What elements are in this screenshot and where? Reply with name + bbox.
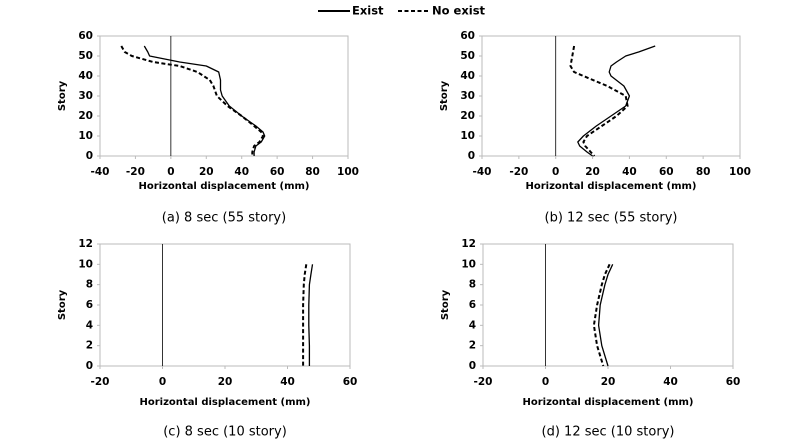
x-tick-label: 0 <box>167 166 174 178</box>
x-tick-label: -40 <box>473 166 492 178</box>
y-tick-label: 0 <box>468 150 475 162</box>
y-tick-label: 6 <box>469 299 476 311</box>
x-tick-label: 40 <box>622 166 637 178</box>
x-tick-label: -20 <box>91 376 110 388</box>
y-axis-label: Story <box>57 289 68 320</box>
y-tick-label: 10 <box>78 130 93 142</box>
y-tick-label: 6 <box>86 299 93 311</box>
x-axis-label: Horizontal displacement (mm) <box>139 181 310 192</box>
legend-label: No exist <box>432 4 486 18</box>
x-axis-label: Horizontal displacement (mm) <box>526 181 697 192</box>
plot-frame <box>99 35 349 157</box>
x-tick-label: 20 <box>585 166 600 178</box>
plot-frame <box>482 243 734 367</box>
x-tick-label: 20 <box>199 166 214 178</box>
series-line <box>577 45 656 157</box>
y-tick-label: 4 <box>469 319 476 331</box>
y-tick-label: 10 <box>460 130 475 142</box>
x-tick-label: 20 <box>601 376 616 388</box>
y-tick-label: 50 <box>78 50 93 62</box>
y-tick-label: 30 <box>78 90 93 102</box>
y-tick-label: 0 <box>469 360 476 372</box>
y-tick-label: 0 <box>86 150 93 162</box>
y-tick-label: 20 <box>78 110 93 122</box>
x-axis-label: Horizontal displacement (mm) <box>140 397 311 408</box>
y-tick-label: 8 <box>469 279 476 291</box>
y-axis-label: Story <box>440 289 451 320</box>
x-tick-label: -20 <box>474 376 493 388</box>
x-tick-label: 40 <box>234 166 249 178</box>
y-tick-label: 10 <box>461 258 476 270</box>
caption: (d) 12 sec (10 story) <box>542 425 675 440</box>
x-tick-label: 40 <box>663 376 678 388</box>
x-tick-label: 60 <box>659 166 674 178</box>
y-tick-label: 12 <box>78 238 93 250</box>
y-tick-label: 30 <box>460 90 475 102</box>
y-tick-label: 2 <box>86 340 93 352</box>
series-line <box>143 45 266 156</box>
series-line <box>592 263 611 367</box>
x-tick-label: 0 <box>159 376 166 388</box>
plot-frame <box>481 35 741 157</box>
x-tick-label: 0 <box>552 166 559 178</box>
x-tick-label: 40 <box>280 376 295 388</box>
y-axis-label: Story <box>57 80 68 111</box>
x-tick-label: -40 <box>91 166 110 178</box>
x-tick-label: -20 <box>509 166 528 178</box>
caption: (c) 8 sec (10 story) <box>163 425 287 440</box>
series-line <box>302 264 308 366</box>
y-tick-label: 40 <box>460 70 475 82</box>
y-tick-label: 12 <box>461 238 476 250</box>
series-line <box>597 264 614 367</box>
y-tick-label: 50 <box>460 50 475 62</box>
x-tick-label: 80 <box>305 166 320 178</box>
y-tick-label: 10 <box>78 258 93 270</box>
x-tick-label: 100 <box>729 166 751 178</box>
legend-label: Exist <box>352 4 384 18</box>
y-tick-label: 40 <box>78 70 93 82</box>
caption: (a) 8 sec (55 story) <box>162 211 286 226</box>
x-tick-label: 80 <box>696 166 711 178</box>
x-tick-label: 60 <box>270 166 285 178</box>
series-line <box>120 45 264 156</box>
x-tick-label: 100 <box>337 166 359 178</box>
y-tick-label: 0 <box>86 360 93 372</box>
x-axis-label: Horizontal displacement (mm) <box>523 397 694 408</box>
x-tick-label: -20 <box>126 166 145 178</box>
x-tick-label: 0 <box>542 376 549 388</box>
y-tick-label: 60 <box>460 30 475 42</box>
x-tick-label: 20 <box>218 376 233 388</box>
x-tick-label: 60 <box>726 376 741 388</box>
y-tick-label: 4 <box>86 319 93 331</box>
series-line <box>569 45 629 157</box>
caption: (b) 12 sec (55 story) <box>545 211 678 226</box>
y-tick-label: 60 <box>78 30 93 42</box>
y-axis-label: Story <box>439 80 450 111</box>
x-tick-label: 60 <box>343 376 358 388</box>
series-line <box>308 264 314 366</box>
y-tick-label: 8 <box>86 279 93 291</box>
y-tick-label: 20 <box>460 110 475 122</box>
y-tick-label: 2 <box>469 340 476 352</box>
plot-frame <box>99 243 351 367</box>
